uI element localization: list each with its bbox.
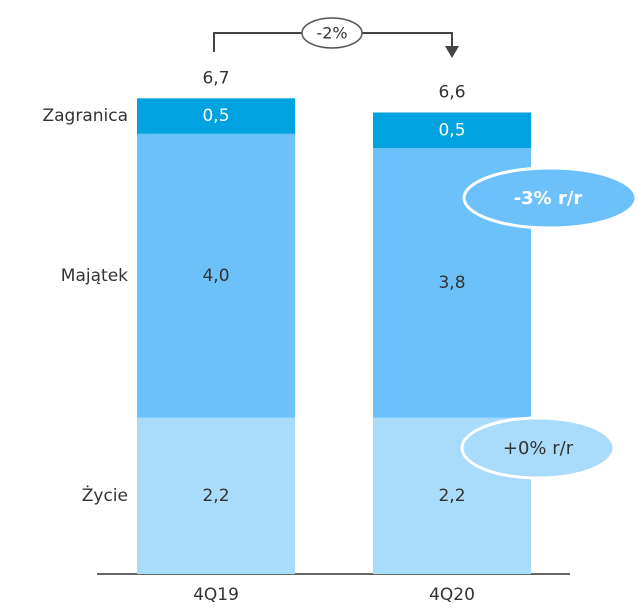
- arrow-head: [445, 46, 459, 58]
- total-label: 6,6: [438, 83, 465, 103]
- annotation-bubble: [460, 416, 616, 480]
- value-label: 2,2: [438, 486, 465, 506]
- annotation: -3% r/r: [514, 188, 583, 209]
- x-tick-label: 4Q20: [429, 585, 475, 605]
- annotation-bubble: [462, 166, 638, 230]
- legend-label: Życie: [82, 485, 128, 506]
- value-label: 4,0: [202, 266, 229, 286]
- value-label: 0,5: [438, 120, 465, 140]
- bar-segment: [137, 417, 295, 574]
- bar-segment: [373, 112, 531, 148]
- annotation: +0% r/r: [503, 438, 574, 459]
- legend-label: Majątek: [61, 266, 128, 286]
- value-label: 0,5: [202, 106, 229, 126]
- legend-label: Zagranica: [42, 106, 128, 126]
- value-label: 2,2: [202, 486, 229, 506]
- bar-segment: [137, 133, 295, 418]
- value-label: 3,8: [438, 273, 465, 293]
- total-label: 6,7: [202, 68, 229, 88]
- x-tick-label: 4Q19: [193, 585, 239, 605]
- annotation: -2%: [316, 24, 347, 43]
- bar-segment: [137, 98, 295, 134]
- annotation-bubble: [301, 17, 363, 49]
